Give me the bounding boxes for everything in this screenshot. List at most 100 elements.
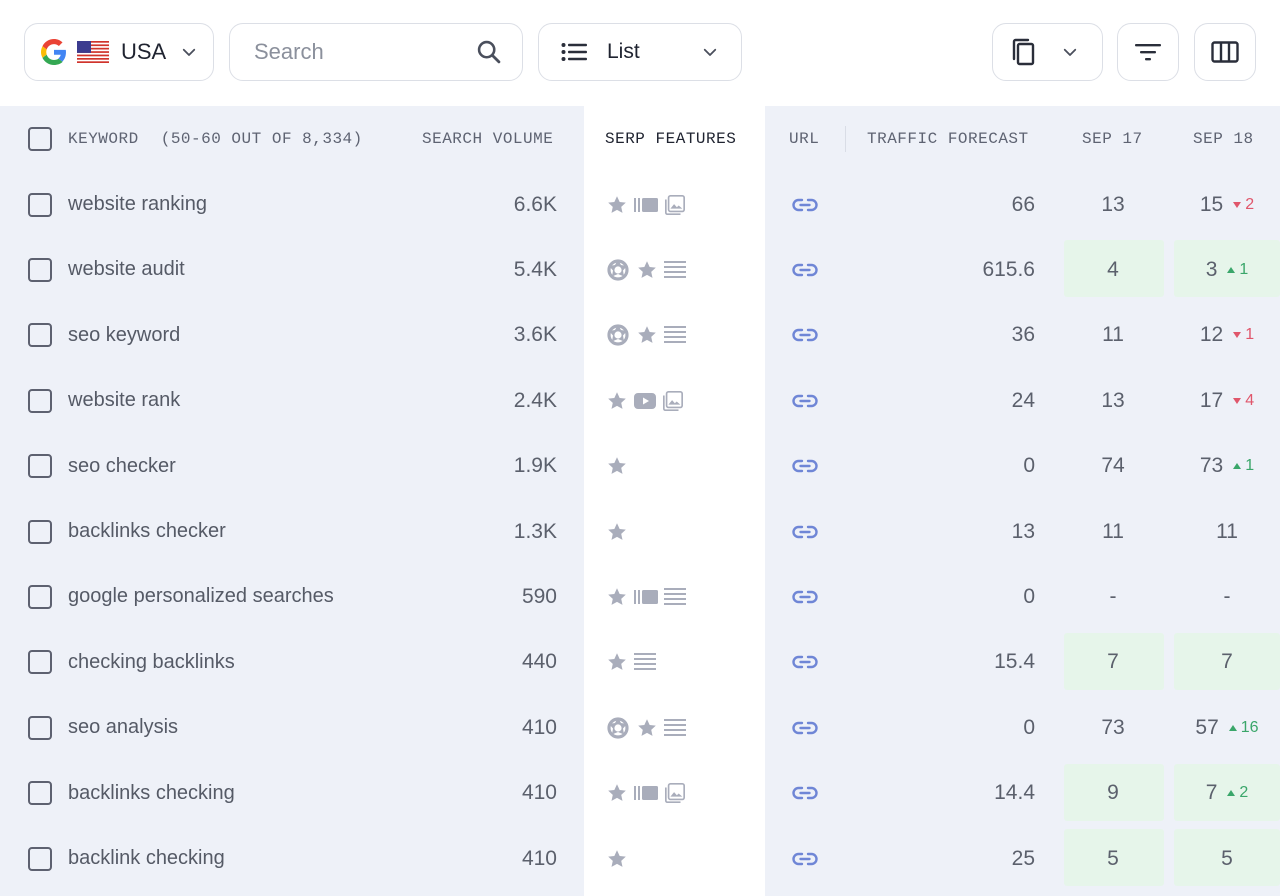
header-divider xyxy=(845,126,846,152)
toolbar: USA List xyxy=(0,0,1280,106)
column-header-sep18[interactable]: SEP 18 xyxy=(1193,130,1254,148)
table-row[interactable]: backlinks checking 410 14.4 9 7 2 xyxy=(0,761,1280,826)
keyword-cell[interactable]: seo analysis xyxy=(68,716,179,739)
position-change-up: 16 xyxy=(1228,719,1259,737)
star-icon xyxy=(636,717,658,739)
url-link-button[interactable] xyxy=(790,172,820,237)
position-sep18-cell: - xyxy=(1174,564,1280,629)
select-all-checkbox[interactable] xyxy=(28,127,52,151)
country-selector[interactable]: USA xyxy=(24,23,214,81)
list-icon xyxy=(664,260,686,280)
column-header-sep17[interactable]: SEP 17 xyxy=(1082,130,1143,148)
view-selector[interactable]: List xyxy=(538,23,742,81)
keyword-cell[interactable]: backlinks checker xyxy=(68,520,226,542)
keyword-cell[interactable]: seo checker xyxy=(68,454,176,477)
triangle-down-icon xyxy=(1233,201,1242,208)
keyword-cell[interactable]: website ranking xyxy=(68,193,207,215)
table-row[interactable]: website audit 5.4K 615.6 4 3 1 xyxy=(0,237,1280,302)
triangle-up-icon xyxy=(1227,790,1236,797)
star-icon xyxy=(606,586,628,608)
row-checkbox[interactable] xyxy=(28,323,52,348)
url-link-button[interactable] xyxy=(790,630,820,695)
position-sep17-cell: 5 xyxy=(1107,846,1119,870)
url-link-button[interactable] xyxy=(790,303,820,368)
table-row[interactable]: seo checker 1.9K 0 74 73 1 xyxy=(0,434,1280,499)
url-link-button[interactable] xyxy=(790,695,820,760)
position-sep17-cell: 74 xyxy=(1101,454,1125,478)
knowledge-panel-icon xyxy=(606,716,630,740)
filter-icon xyxy=(1135,42,1161,62)
url-link-button[interactable] xyxy=(790,237,820,302)
keyword-cell[interactable]: website rank xyxy=(68,389,181,412)
search-icon[interactable] xyxy=(475,38,503,66)
position-sep17-cell: 13 xyxy=(1101,388,1125,412)
row-checkbox[interactable] xyxy=(28,781,52,806)
url-link-button[interactable] xyxy=(790,434,820,499)
image-icon xyxy=(664,782,686,804)
keyword-cell[interactable]: backlink checking xyxy=(68,847,225,869)
position-sep18-cell: 73 1 xyxy=(1174,434,1280,499)
search-volume-cell: 2.4K xyxy=(513,388,557,412)
table-row[interactable]: google personalized searches 590 0 - - xyxy=(0,564,1280,629)
columns-icon xyxy=(1211,41,1239,63)
position-change-value: 2 xyxy=(1239,784,1249,802)
url-link-button[interactable] xyxy=(790,761,820,826)
row-checkbox[interactable] xyxy=(28,192,52,217)
row-checkbox[interactable] xyxy=(28,846,52,871)
table-row[interactable]: backlink checking 410 25 5 5 xyxy=(0,826,1280,891)
table-row[interactable]: seo keyword 3.6K 36 11 12 1 xyxy=(0,303,1280,368)
image-icon xyxy=(664,194,686,216)
url-link-button[interactable] xyxy=(790,499,820,564)
column-header-search-volume[interactable]: SEARCH VOLUME xyxy=(422,130,554,148)
position-sep18-value: 12 xyxy=(1199,323,1224,347)
column-header-url[interactable]: URL xyxy=(789,130,820,148)
url-link-button[interactable] xyxy=(790,368,820,433)
table-row[interactable]: website ranking 6.6K 66 13 15 2 xyxy=(0,172,1280,237)
position-change-down: 2 xyxy=(1233,196,1254,214)
position-sep18-cell: 12 1 xyxy=(1174,303,1280,368)
position-sep17-cell: 13 xyxy=(1101,192,1125,216)
search-input[interactable] xyxy=(254,39,459,65)
row-checkbox[interactable] xyxy=(28,454,52,479)
keyword-cell[interactable]: checking backlinks xyxy=(68,650,235,673)
link-icon xyxy=(792,327,818,343)
keywords-table: KEYWORD (50-60 out of 8,334) SEARCH VOLU… xyxy=(0,106,1280,896)
position-sep18-value: 73 xyxy=(1199,454,1224,478)
google-icon xyxy=(41,39,67,65)
table-row[interactable]: backlinks checker 1.3K 13 11 11 xyxy=(0,499,1280,564)
column-header-traffic-forecast[interactable]: TRAFFIC FORECAST xyxy=(867,130,1029,148)
star-icon xyxy=(606,390,628,412)
row-checkbox[interactable] xyxy=(28,650,52,675)
table-row[interactable]: website rank 2.4K 24 13 17 4 xyxy=(0,368,1280,433)
row-checkbox[interactable] xyxy=(28,257,52,282)
url-link-button[interactable] xyxy=(790,564,820,629)
star-icon xyxy=(606,782,628,804)
chevron-down-icon xyxy=(701,43,719,61)
position-change-up: 1 xyxy=(1227,261,1248,279)
columns-button[interactable] xyxy=(1194,23,1256,81)
table-row[interactable]: checking backlinks 440 15.4 7 7 xyxy=(0,630,1280,695)
position-sep17-cell: 73 xyxy=(1101,715,1125,739)
keyword-cell[interactable]: google personalized searches xyxy=(68,585,334,608)
triangle-up-icon xyxy=(1228,724,1237,731)
row-checkbox[interactable] xyxy=(28,715,52,740)
position-sep18-cell: 7 xyxy=(1174,630,1280,695)
row-checkbox[interactable] xyxy=(28,584,52,609)
keyword-cell[interactable]: seo keyword xyxy=(68,323,181,346)
chevron-down-icon xyxy=(180,43,198,61)
row-checkbox[interactable] xyxy=(28,388,52,413)
image-icon xyxy=(662,390,684,412)
column-header-keyword[interactable]: KEYWORD (50-60 out of 8,334) xyxy=(68,106,363,172)
link-icon xyxy=(792,458,818,474)
url-link-button[interactable] xyxy=(790,826,820,891)
keyword-cell[interactable]: backlinks checking xyxy=(68,781,235,804)
keyword-cell[interactable]: website audit xyxy=(68,258,185,281)
traffic-forecast-cell: 25 xyxy=(1011,846,1035,870)
copy-button[interactable] xyxy=(992,23,1103,81)
column-header-serp-features[interactable]: SERP FEATURES xyxy=(605,130,737,148)
row-checkbox[interactable] xyxy=(28,519,52,544)
filter-button[interactable] xyxy=(1117,23,1179,81)
position-sep17-cell: 7 xyxy=(1107,650,1119,674)
table-row[interactable]: seo analysis 410 0 73 57 16 xyxy=(0,695,1280,760)
